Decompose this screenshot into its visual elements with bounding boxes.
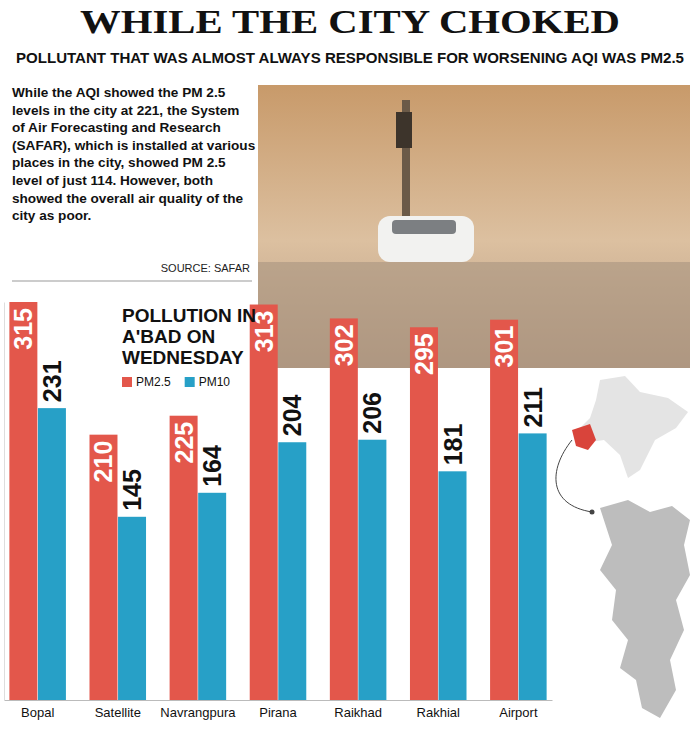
x-axis-line [5,700,553,701]
bar [170,416,198,700]
data-label: 181 [439,424,467,466]
bar [198,493,226,700]
data-label: 225 [170,422,198,464]
data-label: 231 [38,360,66,402]
legend-swatch [185,377,195,387]
x-tick-label: Satellite [95,705,141,720]
chart-title: POLLUTION INA'BAD ONWEDNESDAY [122,305,256,368]
page-title: WHILE THE CITY CHOKED [80,3,620,40]
bar [410,327,438,700]
x-tick: Pirana [259,705,297,720]
photo-road [258,262,690,368]
bar [278,442,306,700]
chart-title-line: POLLUTION IN [122,305,256,326]
bar [330,318,358,700]
data-label: 164 [198,445,226,487]
data-label: 315 [9,308,37,350]
infographic: WHILE THE CITY CHOKED POLLUTANT THAT WAS … [0,0,700,731]
x-tick: Raikhad [334,705,382,720]
bars [9,302,546,700]
bar [38,408,66,700]
data-labels: 3152102253133022953012311451642042061812… [9,308,546,511]
map-gujarat-highlight [572,424,596,450]
chart-title-line: A'BAD ON [122,326,215,347]
map-connector [556,440,592,512]
x-tick: Navrangpura [160,705,236,720]
data-label: 295 [410,333,438,375]
x-tick-label: Bopal [21,705,54,720]
photo-background [258,85,690,368]
data-label: 145 [118,469,146,511]
data-label: 301 [490,326,518,368]
intro-text: While the AQI showed the PM 2.5 levels i… [12,84,256,225]
legend-item: PM2.5 [122,375,171,389]
x-tick-label: Navrangpura [160,705,236,720]
page-subtitle: POLLUTANT THAT WAS ALMOST ALWAYS RESPONS… [16,49,684,66]
bar [89,435,117,700]
photo-car-window [392,220,456,234]
map-connector-end [590,510,595,515]
x-tick: Rakhial [417,705,460,720]
chart-title-line: WEDNESDAY [122,347,244,368]
bar [439,471,467,700]
x-tick-label: Pirana [259,705,297,720]
x-tick-label: Raikhad [334,705,382,720]
map [556,376,690,718]
y-axis-line [4,303,5,701]
bar [9,302,37,700]
bar [358,440,386,700]
bar [118,517,146,700]
data-label: 302 [330,324,358,366]
legend: PM2.5 PM10 [122,375,230,389]
map-india [578,376,688,478]
legend-swatch [122,377,132,387]
bar [519,433,547,700]
legend-item: PM10 [185,375,231,389]
x-tick-label: Rakhial [417,705,460,720]
x-tick: Bopal [21,705,54,720]
x-tick: Airport [499,705,538,720]
source: SOURCE: SAFAR [161,262,250,274]
x-tick: Satellite [95,705,141,720]
data-label: 204 [278,394,306,436]
photo [258,85,690,368]
x-tick-label: Airport [499,705,538,720]
photo-car [378,216,474,262]
x-axis: Bopal Satellite Navrangpura Pirana Raikhad Ra… [5,701,553,721]
data-label: 210 [89,441,117,483]
map-district [600,500,690,718]
divider [12,281,252,282]
data-label: 206 [358,392,386,434]
bar [490,320,518,700]
legend-label: PM2.5 [136,375,171,389]
y-axis [4,303,5,701]
legend-label: PM10 [199,375,231,389]
bar [250,305,278,700]
data-label: 211 [519,387,547,427]
photo-signal [396,112,412,148]
